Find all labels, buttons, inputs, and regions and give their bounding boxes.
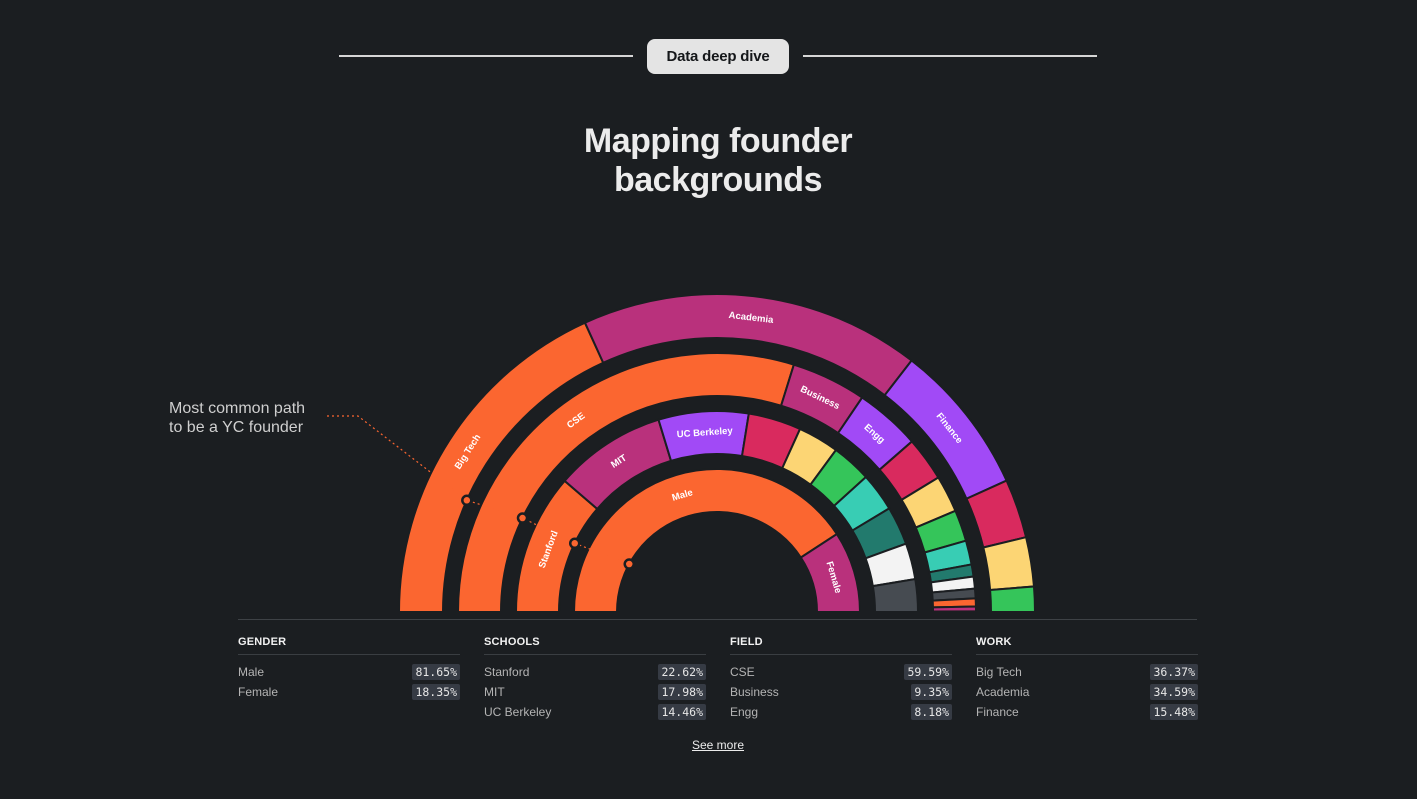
ring-schools-segment-9[interactable] [871,577,920,613]
stats-header: FIELD [730,636,952,655]
chart-baseline [238,619,1197,620]
stats-header: SCHOOLS [484,636,706,655]
stats-header: GENDER [238,636,460,655]
stats-label: CSE [730,665,755,679]
stats-value: 18.35% [412,684,460,700]
stats-col-work: WORK Big Tech 36.37% Academia 34.59% Finan… [976,636,1198,722]
stats-label: Engg [730,705,759,719]
stats-row: Business 9.35% [730,682,952,702]
stats-label: Male [238,665,265,679]
path-marker-2 [516,512,529,524]
stats-row: Academia 34.59% [976,682,1198,702]
path-marker-0 [623,558,635,570]
header-rule-left [339,55,633,57]
stats-col-gender: GENDER Male 81.65% Female 18.35% [238,636,460,702]
stats-value: 59.59% [904,664,952,680]
see-more-link[interactable]: See more [691,738,745,752]
section-badge: Data deep dive [647,39,789,74]
ring-gender-segment-1[interactable] [799,532,862,613]
ring-field-segment-12[interactable] [931,610,978,613]
stats-label: UC Berkeley [484,705,552,719]
page-title: Mapping founder backgrounds [458,122,978,200]
title-line-2: backgrounds [614,161,822,199]
path-marker-1 [568,537,581,550]
stats-label: Female [238,685,279,699]
stats-label: Stanford [484,665,530,679]
stats-row: Engg 8.18% [730,702,952,722]
stats-row: Finance 15.48% [976,702,1198,722]
ring-work-segment-5[interactable] [989,585,1037,613]
stats-value: 36.37% [1150,664,1198,680]
ring-work-segment-4[interactable] [982,535,1036,592]
callout-line-1: Most common path [169,400,306,417]
stats-col-schools: SCHOOLS Stanford 22.62% MIT 17.98% UC Berk… [484,636,706,722]
path-marker-3 [461,494,473,507]
stats-row: UC Berkeley 14.46% [484,702,706,722]
stats-row: Big Tech 36.37% [976,662,1198,682]
stats-value: 81.65% [412,664,460,680]
title-line-1: Mapping founder [583,122,853,160]
stats-row: MIT 17.98% [484,682,706,702]
stats-label: Finance [976,705,1019,719]
stats-label: Business [730,685,779,699]
stats-value: 14.46% [658,704,706,720]
stats-header: WORK [976,636,1198,655]
stats-value: 34.59% [1150,684,1198,700]
stats-value: 9.35% [911,684,952,700]
callout-connector [327,415,630,565]
stats-value: 15.48% [1150,704,1198,720]
stats-row: CSE 59.59% [730,662,952,682]
stats-value: 17.98% [658,684,706,700]
ring-label-academia: Academia [728,310,775,326]
stats-value: 22.62% [658,664,706,680]
stats-label: Academia [976,685,1030,699]
stats-label: MIT [484,685,505,699]
stats-label: Big Tech [976,665,1022,679]
stats-row: Female 18.35% [238,682,460,702]
header-rule-right [803,55,1097,57]
ring-label-uc-berkeley: UC Berkeley [676,425,733,440]
ring-gender-segment-0[interactable] [572,468,839,613]
callout-line-2: to be a YC founder [169,419,304,436]
callout-text: Most common path to be a YC founder [169,399,369,437]
stats-row: Stanford 22.62% [484,662,706,682]
stats-row: Male 81.65% [238,662,460,682]
stats-value: 8.18% [911,704,952,720]
stats-table: GENDER Male 81.65% Female 18.35% SCHOOLS S… [238,636,1198,726]
stats-col-field: FIELD CSE 59.59% Business 9.35% Engg 8.18% [730,636,952,722]
